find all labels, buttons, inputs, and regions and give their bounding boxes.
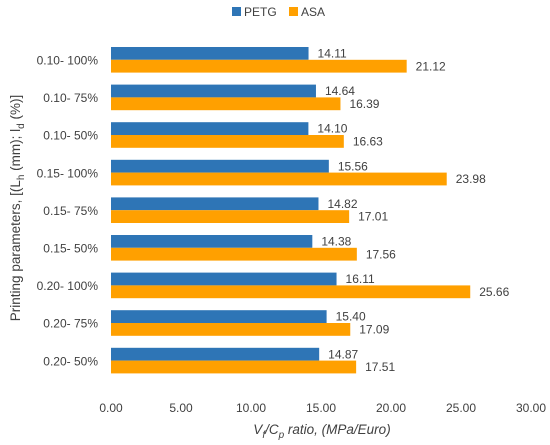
data-label-petg-2: 14.10 (317, 122, 347, 136)
legend-label-asa: ASA (301, 5, 325, 19)
category-label-0: 0.10- 100% (37, 54, 99, 68)
data-label-asa-5: 17.56 (366, 247, 396, 261)
data-label-asa-7: 17.09 (359, 323, 389, 337)
x-tick-label-6: 30.00 (516, 401, 546, 415)
data-label-asa-6: 25.66 (479, 285, 509, 299)
legend: PETG ASA (232, 5, 325, 19)
bar-asa-0 (111, 59, 407, 73)
bar-petg-6 (111, 272, 337, 286)
x-tick-label-0: 0.00 (99, 401, 123, 415)
category-label-8: 0.20- 50% (43, 354, 98, 368)
data-label-petg-0: 14.11 (318, 47, 347, 61)
bar-asa-2 (111, 135, 344, 148)
data-label-petg-8: 14.87 (328, 347, 358, 361)
data-label-asa-3: 23.98 (456, 172, 486, 186)
bar-asa-5 (111, 247, 357, 261)
bar-petg-3 (111, 159, 329, 173)
data-label-petg-5: 14.38 (321, 235, 351, 249)
legend-label-petg: PETG (244, 5, 277, 19)
bar-asa-7 (111, 323, 351, 336)
bar-asa-6 (111, 285, 471, 299)
bar-petg-7 (111, 310, 327, 323)
y-axis-title: Printing parameters, [(Lh (mm); ld (%)] (8, 95, 27, 321)
category-label-3: 0.15- 100% (37, 166, 99, 180)
category-label-7: 0.20- 75% (43, 317, 98, 331)
data-label-petg-6: 16.11 (346, 272, 375, 286)
bar-petg-5 (111, 235, 313, 248)
x-tick-label-5: 25.00 (446, 401, 476, 415)
category-labels: 0.10- 100% 0.10- 75% 0.10- 50% 0.15- 100% 0.… (37, 54, 99, 369)
category-label-2: 0.10- 50% (43, 129, 98, 143)
bar-asa-4 (111, 210, 350, 223)
legend-swatch-asa (289, 7, 298, 16)
x-tick-label-3: 15.00 (306, 401, 336, 415)
category-label-6: 0.20- 100% (37, 279, 99, 293)
bar-petg-4 (111, 197, 319, 211)
bar-asa-1 (111, 97, 341, 111)
bar-asa-8 (111, 360, 357, 374)
category-label-1: 0.10- 75% (43, 91, 98, 105)
data-label-petg-4: 14.82 (327, 197, 357, 211)
data-label-asa-2: 16.63 (353, 135, 383, 149)
x-axis-title-text: Vf/Cp ratio, (MPa/Euro) (253, 422, 390, 441)
data-label-asa-0: 21.12 (416, 59, 446, 73)
bar-petg-1 (111, 84, 316, 98)
data-label-asa-4: 17.01 (358, 210, 388, 224)
data-label-petg-7: 15.40 (336, 310, 366, 324)
bar-petg-8 (111, 347, 320, 361)
category-label-5: 0.15- 50% (43, 242, 98, 256)
data-label-petg-3: 15.56 (338, 159, 368, 173)
legend-swatch-petg (232, 7, 241, 16)
x-tick-label-4: 20.00 (376, 401, 406, 415)
x-tick-label-1: 5.00 (169, 401, 193, 415)
category-label-4: 0.15- 75% (43, 204, 98, 218)
bar-petg-0 (111, 47, 309, 60)
x-axis-title: Vf/Cp ratio, (MPa/Euro) (253, 422, 390, 441)
data-label-asa-1: 16.39 (349, 97, 379, 111)
bar-asa-3 (111, 172, 447, 186)
data-label-petg-1: 14.64 (325, 84, 355, 98)
x-tick-label-2: 10.00 (236, 401, 266, 415)
x-axis-ticks: 0.00 5.00 10.00 15.00 20.00 25.00 30.00 (99, 401, 546, 415)
data-label-asa-8: 17.51 (365, 360, 395, 374)
y-axis-title-text: Printing parameters, [(Lh (mm); ld (%)] (8, 95, 27, 321)
bar-petg-2 (111, 122, 309, 135)
